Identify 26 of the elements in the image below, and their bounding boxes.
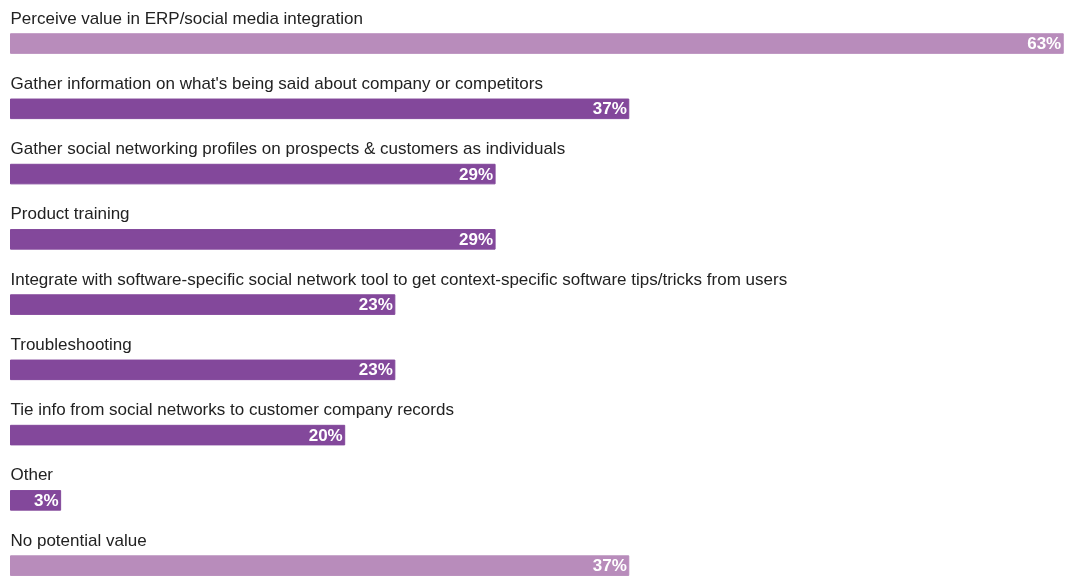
data-label: 3% bbox=[34, 490, 59, 510]
data-label: 37% bbox=[592, 556, 627, 576]
data-label: 37% bbox=[592, 99, 627, 119]
y-tick-label: Tie info from social networks to customer company records bbox=[10, 400, 454, 420]
y-tick-label: No potential value bbox=[10, 530, 147, 550]
y-tick-label: Integrate with software-specific social network tool to get context-specific software tips/tricks from users bbox=[10, 269, 788, 289]
y-tick-label: Troubleshooting bbox=[10, 334, 132, 354]
data-label: 20% bbox=[308, 425, 343, 445]
y-tick-label: Gather social networking profiles on prospects & customers as individuals bbox=[10, 139, 566, 159]
bar bbox=[10, 555, 630, 576]
bar bbox=[10, 359, 396, 381]
bar bbox=[10, 294, 396, 315]
bar bbox=[10, 163, 496, 185]
y-tick-label: Product training bbox=[10, 204, 130, 224]
y-tick-label: Perceive value in ERP/social media integration bbox=[10, 8, 363, 28]
data-label: 23% bbox=[358, 295, 393, 315]
bar bbox=[10, 33, 1064, 54]
y-tick-label: Gather information on what's being said about company or competitors bbox=[10, 73, 543, 93]
bar bbox=[10, 229, 496, 250]
data-label: 29% bbox=[459, 229, 494, 249]
bar bbox=[10, 424, 346, 446]
data-label: 23% bbox=[358, 360, 393, 380]
y-tick-label: Other bbox=[10, 465, 54, 485]
data-label: 63% bbox=[1027, 34, 1062, 54]
data-label: 29% bbox=[459, 164, 494, 184]
bar bbox=[10, 98, 630, 120]
